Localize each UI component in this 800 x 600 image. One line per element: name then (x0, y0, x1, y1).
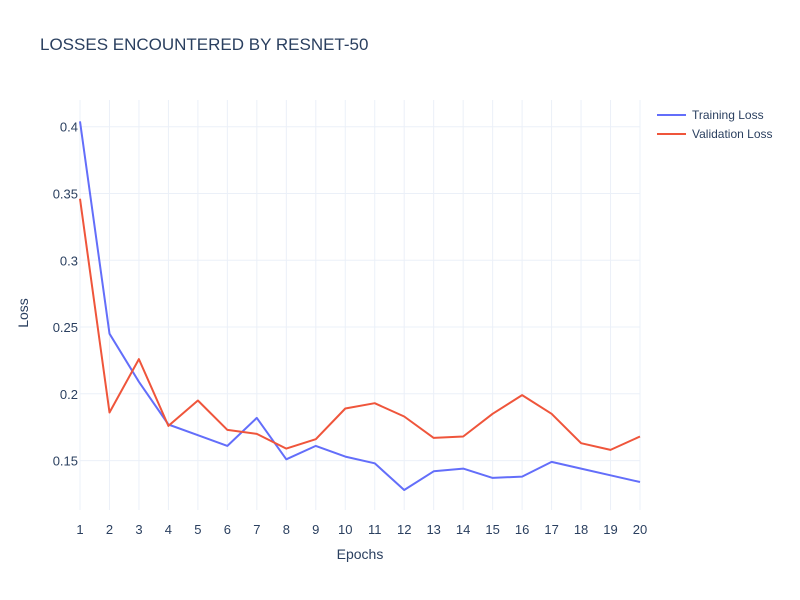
y-tick-label: 0.3 (60, 253, 78, 268)
series-line-validation-loss (79, 198, 641, 451)
x-tick-label: 15 (485, 522, 499, 537)
x-axis-label: Epochs (337, 546, 384, 562)
series-lines (79, 121, 641, 491)
x-tick-label: 4 (165, 522, 172, 537)
x-tick-label: 5 (194, 522, 201, 537)
x-axis-ticks: 1 2 3 4 5 6 7 8 9 10 11 12 13 14 15 16 17 18 19 20 (76, 522, 647, 537)
y-tick-label: 0.35 (53, 186, 78, 201)
chart-title: LOSSES ENCOUNTERED BY RESNET-50 (40, 35, 368, 54)
x-tick-label: 12 (397, 522, 411, 537)
x-tick-label: 20 (633, 522, 647, 537)
x-tick-label: 18 (574, 522, 588, 537)
y-axis-ticks: 0.15 0.2 0.25 0.3 0.35 0.4 (53, 120, 78, 469)
y-tick-label: 0.15 (53, 454, 78, 469)
grid (79, 100, 641, 510)
y-tick-label: 0.4 (60, 120, 78, 135)
y-tick-label: 0.2 (60, 387, 78, 402)
x-tick-label: 19 (603, 522, 617, 537)
x-tick-label: 9 (312, 522, 319, 537)
x-tick-label: 3 (135, 522, 142, 537)
legend-label: Validation Loss (692, 127, 773, 141)
x-tick-label: 6 (224, 522, 231, 537)
x-tick-label: 1 (76, 522, 83, 537)
x-tick-label: 11 (368, 522, 382, 537)
legend: Training Loss Validation Loss (657, 108, 773, 141)
x-tick-label: 16 (515, 522, 529, 537)
x-tick-label: 8 (283, 522, 290, 537)
x-tick-label: 17 (544, 522, 558, 537)
y-tick-label: 0.25 (53, 320, 78, 335)
x-tick-label: 13 (426, 522, 440, 537)
x-tick-label: 10 (338, 522, 352, 537)
x-tick-label: 2 (106, 522, 113, 537)
y-axis-label: Loss (15, 298, 31, 328)
legend-label: Training Loss (692, 108, 764, 122)
x-tick-label: 14 (456, 522, 470, 537)
x-tick-label: 7 (253, 522, 260, 537)
series-line-training-loss (79, 121, 641, 491)
